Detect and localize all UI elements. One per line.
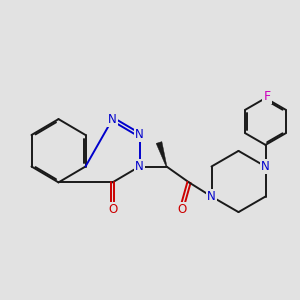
Text: N: N	[135, 128, 144, 142]
Text: N: N	[261, 160, 270, 173]
Text: N: N	[135, 160, 144, 173]
Text: N: N	[207, 190, 216, 203]
Text: O: O	[177, 202, 186, 216]
Text: F: F	[263, 90, 271, 103]
Text: O: O	[108, 202, 117, 216]
Text: N: N	[108, 112, 117, 126]
Polygon shape	[156, 142, 167, 167]
